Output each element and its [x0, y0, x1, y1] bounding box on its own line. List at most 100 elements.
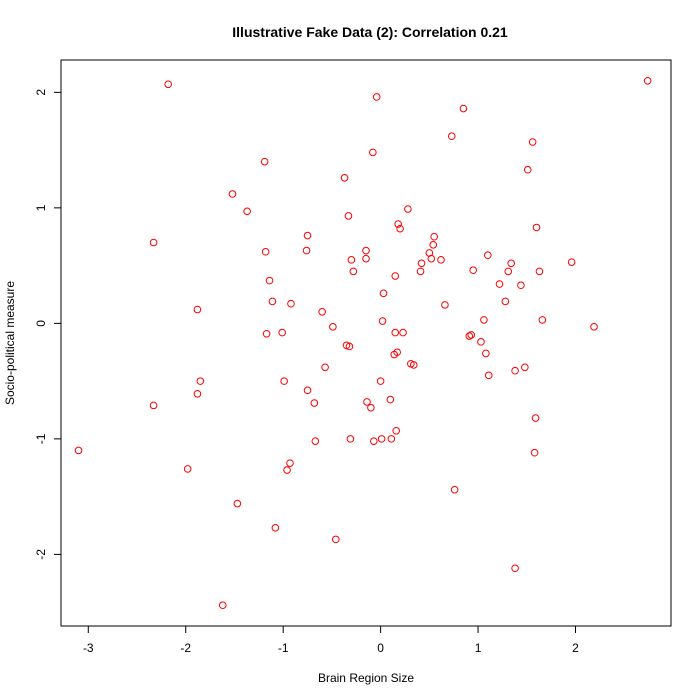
data-point: [345, 342, 354, 351]
data-point: [349, 267, 358, 276]
data-point: [193, 390, 202, 398]
data-point: [228, 190, 237, 198]
data-point: [393, 348, 401, 357]
data-point: [74, 446, 83, 455]
data-point: [531, 414, 540, 422]
data-point: [149, 401, 158, 410]
data-point: [409, 361, 418, 369]
x-tick-label: 0: [377, 641, 384, 655]
y-tick-label: 2: [34, 89, 48, 96]
x-axis: -3 -2 -1 0 1 2: [83, 626, 579, 655]
data-point: [643, 76, 652, 85]
data-point: [261, 247, 270, 256]
data-point: [528, 138, 537, 146]
data-point: [280, 377, 288, 385]
data-point: [286, 459, 294, 467]
data-point: [369, 148, 377, 157]
data-point: [521, 363, 529, 372]
data-point: [331, 535, 340, 544]
data-point: [271, 524, 280, 532]
data-point: [530, 448, 539, 457]
data-point: [369, 437, 378, 445]
data-point: [347, 256, 356, 264]
data-point: [329, 323, 337, 331]
data-point: [344, 212, 353, 220]
data-point: [501, 297, 510, 306]
data-point: [287, 299, 295, 308]
data-point: [386, 395, 395, 404]
data-point: [311, 437, 320, 445]
data-point: [399, 328, 407, 337]
plot-frame: [60, 59, 672, 627]
data-point: [265, 276, 274, 285]
data-point: [376, 377, 385, 385]
data-point: [193, 305, 202, 314]
data-point: [511, 366, 519, 375]
data-point: [484, 371, 493, 380]
data-point: [268, 297, 277, 306]
data-point: [404, 205, 412, 213]
data-point: [469, 266, 477, 275]
data-point: [278, 328, 286, 337]
data-point: [590, 323, 598, 331]
data-point: [450, 485, 459, 494]
x-tick-label: 2: [572, 641, 579, 655]
y-tick-label: 1: [34, 204, 48, 211]
x-tick-label: 1: [475, 641, 482, 655]
data-point: [310, 399, 319, 407]
data-point: [392, 426, 401, 435]
data-point: [303, 386, 312, 395]
data-point: [183, 465, 192, 473]
data-point: [218, 601, 227, 610]
data-point: [482, 349, 490, 358]
data-point: [321, 363, 329, 372]
data-point: [535, 267, 544, 276]
data-point: [394, 220, 402, 228]
data-point: [233, 499, 242, 508]
y-tick-label: -2: [34, 549, 48, 560]
data-point: [262, 329, 271, 338]
y-axis-label: Socio-political measure: [3, 281, 17, 405]
data-point: [363, 398, 371, 406]
data-point: [362, 254, 370, 263]
x-tick-label: -1: [278, 641, 289, 655]
data-point: [391, 328, 400, 337]
chart-title: Illustrative Fake Data (2): Correlation …: [232, 24, 508, 40]
data-point: [387, 435, 396, 443]
x-axis-label: Brain Region Size: [318, 671, 414, 685]
data-point: [362, 246, 370, 255]
data-point: [346, 435, 355, 443]
data-point: [367, 403, 375, 412]
data-point: [477, 338, 485, 346]
data-point: [302, 246, 311, 255]
data-point: [318, 308, 326, 316]
data-point: [511, 564, 519, 573]
data-point: [504, 267, 513, 276]
data-point: [417, 259, 426, 268]
data-point: [260, 157, 269, 166]
data-point: [379, 289, 388, 298]
data-point: [437, 256, 445, 264]
data-point: [427, 254, 436, 263]
data-point: [480, 316, 488, 324]
data-point: [377, 435, 386, 443]
data-point: [391, 272, 400, 280]
data-point: [517, 281, 525, 290]
data-point: [441, 301, 449, 309]
data-points: [74, 76, 652, 610]
x-tick-label: -3: [83, 641, 94, 655]
data-point: [283, 466, 291, 474]
data-point: [507, 259, 515, 268]
data-point: [396, 224, 404, 233]
data-point: [196, 377, 205, 385]
data-point: [303, 231, 312, 240]
data-point: [459, 104, 468, 113]
data-point: [484, 251, 492, 260]
data-point: [378, 317, 387, 325]
data-point: [567, 258, 576, 266]
data-point: [340, 174, 349, 182]
y-tick-label: 0: [34, 320, 48, 327]
data-point: [495, 280, 504, 288]
data-point: [429, 241, 438, 249]
